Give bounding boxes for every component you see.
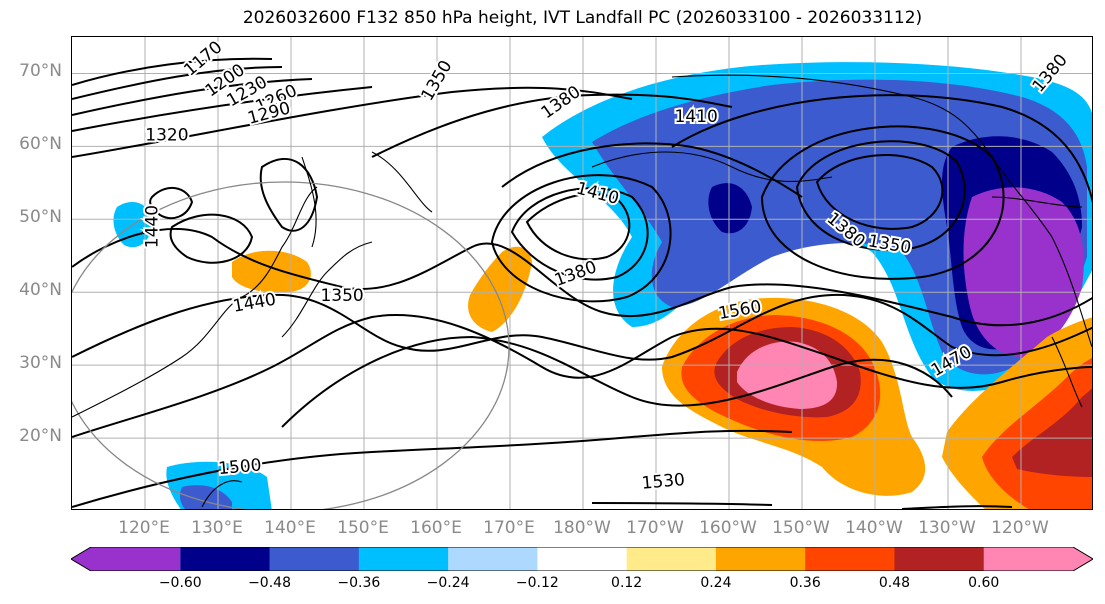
map-panel: 1170 1200 1230 1260 1290 1320 1350 1380 1410 1410… <box>71 36 1093 510</box>
contour-line <box>72 429 793 508</box>
colorbar-tick-label: −0.12 <box>515 575 559 591</box>
colorbar-tick-label: −0.60 <box>158 575 202 591</box>
contour-line <box>795 140 966 251</box>
contour-label: 1440 <box>231 290 277 317</box>
longitude-label: 130°E <box>191 518 243 538</box>
landfall-region-circle <box>72 181 510 509</box>
colorbar-segment <box>626 547 717 571</box>
contour-line <box>72 314 1092 438</box>
contour-label: 1350 <box>320 286 363 306</box>
colorbar-segment <box>448 547 538 571</box>
coastline <box>301 156 317 248</box>
contour-line <box>72 86 633 158</box>
contour-label: 1290 <box>246 98 293 129</box>
contour-label: 1320 <box>145 125 188 145</box>
contour-line <box>72 293 1092 361</box>
contour-line <box>72 228 1092 327</box>
colorbar-tick-label: 0.48 <box>878 575 911 591</box>
colorbar-segment <box>894 547 985 571</box>
contour-label: 1350 <box>418 57 457 104</box>
longitude-label: 120°W <box>991 518 1049 538</box>
colorbar-segment <box>983 547 1093 571</box>
ivt-shade-neg-060 <box>963 187 1084 357</box>
colorbar-segment <box>180 547 271 571</box>
contour-line <box>901 505 1013 509</box>
colorbar-segment <box>269 547 360 571</box>
contour-label: 1440 <box>142 205 162 248</box>
graticule <box>72 37 1092 509</box>
contour-line <box>525 192 631 261</box>
contour-line <box>815 154 944 230</box>
coastline <box>591 151 833 183</box>
ivt-shade-pos-060 <box>737 341 838 409</box>
contour-line <box>371 93 733 158</box>
height-contours <box>72 57 1092 509</box>
contour-line <box>591 502 773 506</box>
longitude-label: 130°W <box>918 518 976 538</box>
colorbar-tick-label: 0.36 <box>789 575 821 591</box>
contour-line <box>72 57 273 86</box>
contour-label: 1530 <box>641 470 686 494</box>
ivt-shading <box>113 62 1092 509</box>
colorbar-segment <box>805 547 895 571</box>
latitude-label: 20°N <box>19 426 62 447</box>
longitude-label: 140°E <box>264 518 316 538</box>
latitude-label: 40°N <box>19 280 62 301</box>
ivt-shade-pos-048-b <box>1012 388 1092 477</box>
latitude-label: 60°N <box>19 134 62 155</box>
coastline <box>72 186 318 418</box>
colorbar-tick-label: 0.24 <box>700 575 732 591</box>
longitude-label: 180°W <box>553 518 611 538</box>
colorbar-segment <box>715 547 806 571</box>
longitude-label: 160°W <box>699 518 757 538</box>
contour-line <box>72 78 313 116</box>
longitude-label: 170°W <box>626 518 684 538</box>
coastline <box>281 241 373 338</box>
colorbar-segment <box>358 547 449 571</box>
latitude-label: 30°N <box>19 353 62 374</box>
contour-line <box>760 125 1005 280</box>
contour-label: 1410 <box>675 107 718 127</box>
colorbar-tick-label: −0.48 <box>248 575 291 591</box>
contour-line <box>169 213 254 264</box>
map-title: 2026032600 F132 850 hPa height, IVT Land… <box>242 8 923 28</box>
coastline <box>671 74 1092 348</box>
contour-line <box>281 335 953 428</box>
contour-label: 1380 <box>552 257 599 291</box>
contour-line <box>72 66 283 100</box>
contour-line <box>671 94 1092 204</box>
colorbar-tick-label: 0.12 <box>611 575 643 591</box>
coastline <box>991 196 1083 208</box>
contour-line <box>259 157 319 232</box>
ivt-shade-neg-dark-2 <box>708 183 752 234</box>
longitude-label: 120°E <box>118 518 170 538</box>
coastline <box>1051 336 1083 408</box>
latitude-label: 70°N <box>19 61 62 82</box>
longitude-label: 170°E <box>483 518 535 538</box>
colorbar-tick-label: −0.24 <box>426 575 470 591</box>
ivt-shade-neg-small-3 <box>179 485 232 509</box>
longitude-label: 160°E <box>410 518 462 538</box>
contour-line <box>490 174 672 303</box>
colorbar-tick-label: 0.60 <box>968 575 1000 591</box>
colorbar <box>71 547 1093 571</box>
contour-line <box>501 142 803 198</box>
coastlines <box>72 74 1092 508</box>
colorbar-tick-label: −0.36 <box>337 575 381 591</box>
contour-label: 1500 <box>217 455 262 479</box>
longitude-label: 140°W <box>845 518 903 538</box>
contour-line <box>149 187 194 220</box>
colorbar-segment <box>71 547 181 571</box>
coastline <box>371 151 433 213</box>
longitude-label: 150°E <box>337 518 389 538</box>
longitude-label: 150°W <box>772 518 830 538</box>
latitude-label: 50°N <box>19 207 62 228</box>
contour-line <box>72 86 373 132</box>
contour-line <box>510 187 649 281</box>
coastline <box>201 480 243 508</box>
colorbar-segment <box>537 547 628 571</box>
ivt-shade-pos-024-d <box>468 246 532 332</box>
